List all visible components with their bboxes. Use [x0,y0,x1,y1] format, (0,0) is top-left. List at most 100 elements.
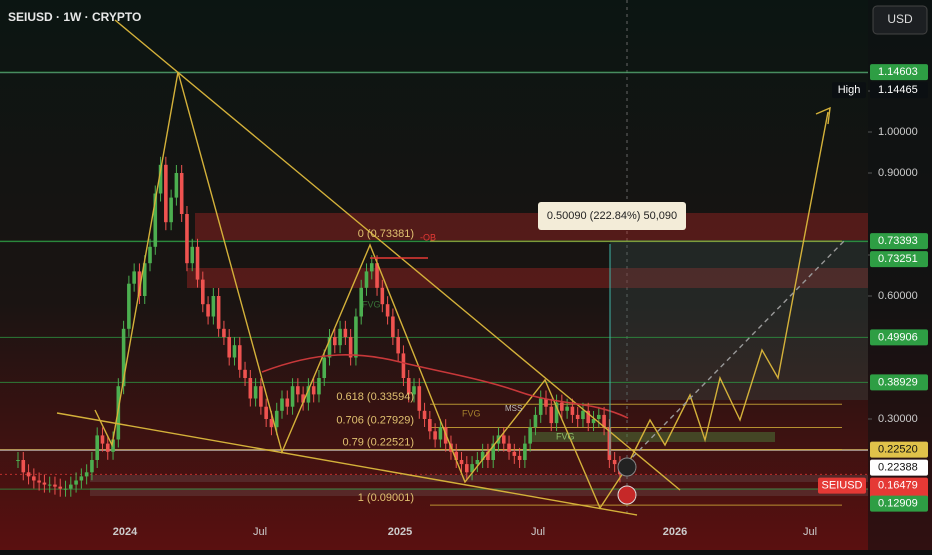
annotation: -OB [420,232,436,242]
fib-label: 0.618 (0.33594) [336,391,414,403]
price-badge [870,459,928,476]
price-badge-label: 0.16479 [878,480,918,492]
price-badge [870,374,928,391]
candle [406,378,411,395]
candle [158,164,163,194]
currency[interactable]: USD [887,12,913,26]
x-tick-label: Jul [803,526,817,538]
price-badge [870,233,928,250]
candle [32,476,36,481]
candle [570,406,575,415]
candle [401,353,406,378]
candle [369,263,374,272]
price-badge-label: 0.22520 [878,444,918,456]
candle [385,304,390,317]
candle [465,464,469,473]
candle [433,431,437,440]
candle [528,427,532,444]
candle [148,246,152,264]
price-tag-label: High [838,84,861,96]
candle [26,472,31,477]
chart-title: SEIUSD · 1W · CRYPTO [8,10,141,24]
candle [306,386,311,403]
candle [132,271,136,284]
candle [74,480,78,485]
candle [185,214,189,264]
y-tick-label: 0.30000 [878,413,918,425]
candle [459,460,464,465]
candle [253,386,258,399]
candle [491,443,495,460]
candle [327,337,332,358]
candle [480,451,485,460]
candle [507,443,511,452]
candle [259,386,263,407]
fib-label: 0.706 (0.27929) [336,414,414,426]
candle [333,337,337,346]
candle [243,369,247,378]
price-badge [870,441,928,458]
price-tag [818,477,866,494]
candle [16,460,20,461]
candle [227,337,231,358]
candle [105,443,110,452]
projection [624,111,829,471]
fib-label: 1 (0.09001) [358,492,414,504]
trend-line [114,19,681,491]
candle [586,410,591,424]
x-tick-label: Jul [253,526,267,538]
candle [285,398,290,407]
fib-label: 0.79 (0.22521) [342,437,414,449]
x-tick-label: 2024 [113,526,138,538]
candle [84,472,89,477]
measure-label: 0.50090 (222.84%) 50,090 [547,210,677,222]
candle [597,414,601,419]
candle [417,386,422,411]
candle [470,464,474,473]
x-tick-label: Jul [531,526,545,538]
candle [121,328,126,387]
candle [269,419,274,428]
event-icon [617,457,637,477]
price-badge-label: 1.14465 [878,84,918,96]
price-badge-label: 0.73251 [878,253,918,265]
candle [581,410,585,419]
candle [359,287,363,317]
candle [538,398,543,415]
candle [317,378,321,395]
price-badge-label: 0.49906 [878,331,918,343]
candle [127,283,131,329]
candle [63,488,68,490]
candle [153,193,158,247]
candle [354,316,358,358]
price-tag-label: SEIUSD [822,480,863,492]
candle [396,337,400,354]
candle [517,455,522,460]
candle [169,197,173,223]
y-tick-label: 1.00000 [878,126,918,138]
annotation: FVG [462,408,481,418]
candle [501,435,506,444]
supply-zone [187,268,868,288]
annotation: MSS [505,404,522,413]
currency-button[interactable] [872,5,928,35]
candle [47,484,52,486]
candle [322,357,327,378]
demand-zone [90,475,868,482]
candle [454,451,459,460]
candle [274,410,279,428]
candle [58,486,63,489]
candle [301,394,305,403]
price-badge [870,251,928,268]
candle [364,271,369,288]
candle [79,476,84,481]
candle [422,410,427,419]
plot [0,71,868,506]
candle [554,402,559,424]
candle [523,443,527,460]
candle [21,460,26,473]
candle [90,460,94,473]
candle [412,386,416,395]
